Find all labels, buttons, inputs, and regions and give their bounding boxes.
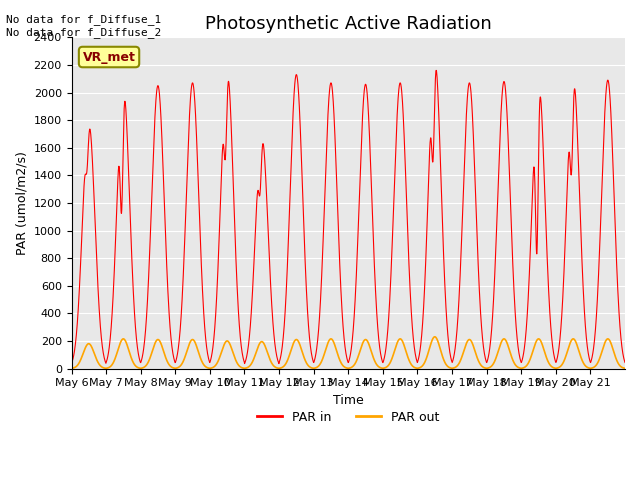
Legend: PAR in, PAR out: PAR in, PAR out bbox=[252, 406, 445, 429]
PAR in bbox=[243, 354, 250, 360]
PAR in bbox=[68, 360, 76, 366]
PAR in bbox=[241, 360, 248, 366]
PAR out bbox=[515, 365, 523, 371]
PAR in bbox=[382, 348, 390, 353]
PAR out bbox=[621, 365, 629, 371]
PAR out bbox=[243, 365, 250, 371]
PAR in bbox=[614, 282, 621, 288]
X-axis label: Time: Time bbox=[333, 394, 364, 407]
PAR out bbox=[68, 365, 76, 371]
PAR in bbox=[515, 352, 523, 358]
PAR in bbox=[621, 360, 629, 365]
PAR out bbox=[547, 362, 554, 368]
PAR out bbox=[123, 341, 131, 347]
PAR out bbox=[431, 334, 438, 340]
Line: PAR in: PAR in bbox=[72, 71, 625, 363]
PAR out bbox=[381, 365, 389, 371]
PAR in bbox=[432, 68, 440, 73]
Text: No data for f_Diffuse_1
No data for f_Diffuse_2: No data for f_Diffuse_1 No data for f_Di… bbox=[6, 14, 162, 38]
Line: PAR out: PAR out bbox=[72, 337, 625, 368]
Y-axis label: PAR (umol/m2/s): PAR (umol/m2/s) bbox=[15, 151, 28, 255]
PAR in bbox=[547, 320, 554, 326]
Title: Photosynthetic Active Radiation: Photosynthetic Active Radiation bbox=[205, 15, 492, 33]
PAR in bbox=[123, 124, 131, 130]
Text: VR_met: VR_met bbox=[83, 50, 136, 63]
PAR out bbox=[614, 359, 621, 364]
